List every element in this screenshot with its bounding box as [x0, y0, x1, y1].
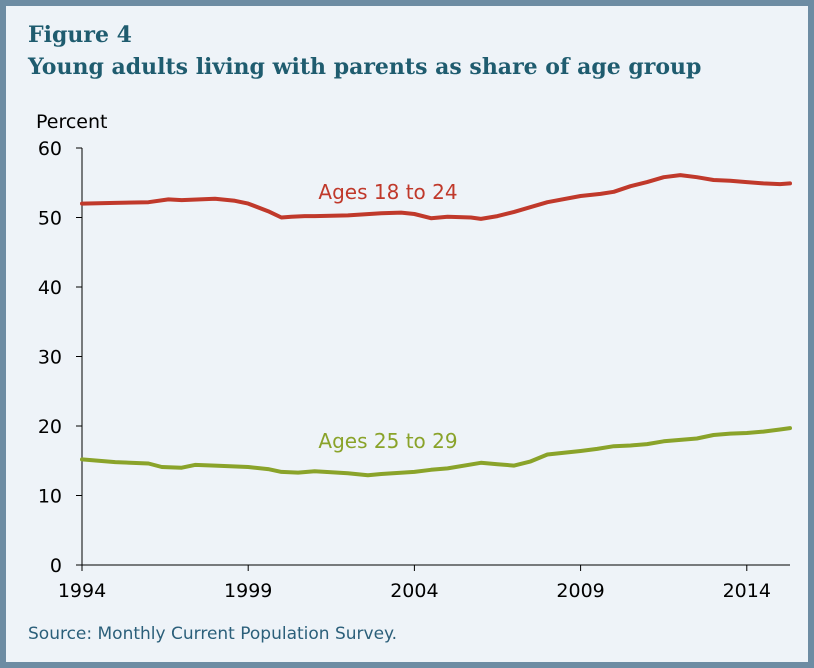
chart-title: Young adults living with parents as shar… [28, 54, 702, 80]
x-tick-label: 2014 [723, 580, 771, 602]
series-label-ages-25-29: Ages 25 to 29 [318, 429, 457, 453]
y-tick-label: 40 [38, 277, 62, 299]
y-tick-label: 0 [50, 555, 62, 577]
y-tick-label: 30 [38, 347, 62, 369]
x-tick-label: 2009 [556, 580, 604, 602]
x-ticks: 1994 1999 2004 2009 2014 [58, 565, 771, 602]
chart-panel [6, 6, 808, 662]
series-line-ages-25-29 [80, 426, 792, 478]
y-tick-label: 60 [38, 138, 62, 160]
series-labels: Ages 18 to 24 Ages 25 to 29 [318, 180, 457, 453]
series-lines [80, 173, 792, 478]
x-tick-label: 1994 [58, 580, 106, 602]
x-tick-label: 2004 [390, 580, 438, 602]
x-tick-label: 1999 [224, 580, 272, 602]
series-label-ages-18-24: Ages 18 to 24 [318, 180, 457, 204]
series-line-ages-18-24 [80, 173, 792, 221]
source-note: Source: Monthly Current Population Surve… [28, 624, 398, 644]
figure-label: Figure 4 [28, 22, 132, 48]
y-tick-label: 20 [38, 416, 62, 438]
y-ticks: 0 10 20 30 40 50 60 [38, 138, 82, 577]
y-tick-label: 10 [38, 486, 62, 508]
y-tick-label: 50 [38, 208, 62, 230]
y-axis-label: Percent [36, 111, 108, 133]
